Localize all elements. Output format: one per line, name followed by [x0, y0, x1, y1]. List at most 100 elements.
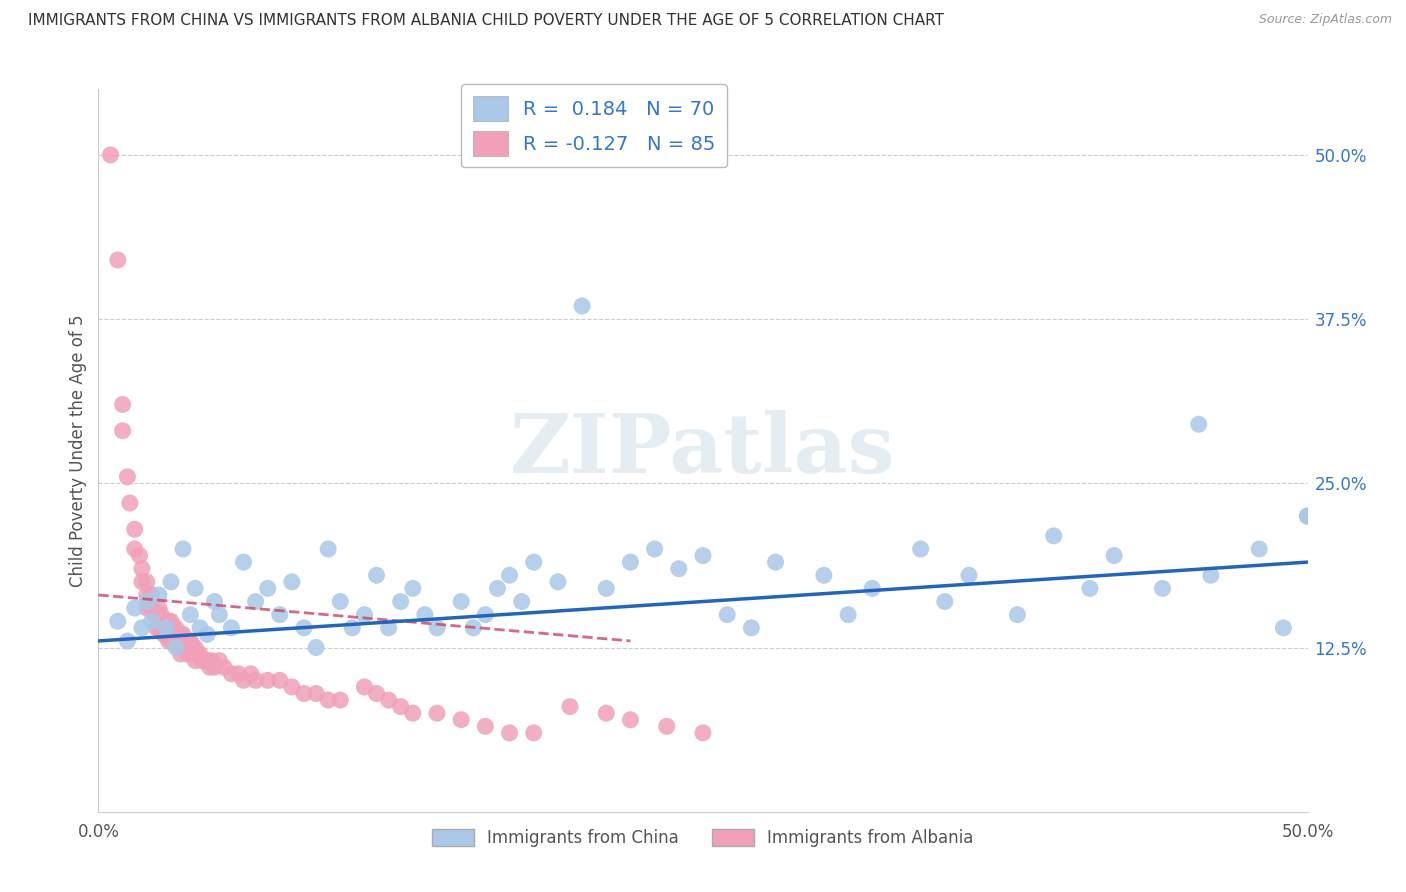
Point: [191, 654, 214, 668]
Point: [934, 594, 956, 608]
Point: [135, 601, 157, 615]
Point: [208, 607, 231, 622]
Point: [212, 660, 235, 674]
Point: [716, 607, 738, 622]
Point: [957, 568, 980, 582]
Point: [1296, 509, 1319, 524]
Point: [162, 621, 184, 635]
Point: [184, 582, 207, 596]
Point: [1188, 417, 1211, 432]
Point: [232, 555, 254, 569]
Point: [117, 634, 139, 648]
Point: [389, 699, 412, 714]
Point: [510, 594, 533, 608]
Point: [167, 640, 190, 655]
Point: [204, 660, 226, 674]
Point: [377, 693, 399, 707]
Point: [172, 640, 194, 655]
Point: [174, 634, 197, 648]
Point: [692, 549, 714, 563]
Point: [316, 541, 339, 556]
Point: [145, 607, 167, 622]
Point: [571, 299, 593, 313]
Point: [619, 555, 641, 569]
Point: [342, 621, 364, 635]
Point: [117, 469, 139, 483]
Point: [426, 706, 449, 721]
Point: [221, 666, 243, 681]
Point: [239, 666, 262, 681]
Point: [813, 568, 835, 582]
Point: [157, 614, 180, 628]
Point: [353, 680, 375, 694]
Point: [228, 666, 250, 681]
Point: [1042, 529, 1064, 543]
Point: [1296, 509, 1319, 524]
Point: [269, 673, 291, 688]
Point: [486, 582, 509, 596]
Point: [366, 568, 388, 582]
Point: [245, 673, 267, 688]
Point: [498, 726, 520, 740]
Point: [194, 654, 217, 668]
Point: [143, 607, 166, 622]
Point: [1007, 607, 1029, 622]
Point: [152, 627, 174, 641]
Point: [232, 673, 254, 688]
Text: IMMIGRANTS FROM CHINA VS IMMIGRANTS FROM ALBANIA CHILD POVERTY UNDER THE AGE OF : IMMIGRANTS FROM CHINA VS IMMIGRANTS FROM…: [28, 13, 943, 29]
Point: [463, 621, 485, 635]
Point: [172, 541, 194, 556]
Point: [179, 607, 201, 622]
Point: [150, 607, 173, 622]
Legend: Immigrants from China, Immigrants from Albania: Immigrants from China, Immigrants from A…: [426, 822, 980, 854]
Point: [135, 588, 157, 602]
Point: [167, 627, 190, 641]
Point: [655, 719, 678, 733]
Point: [474, 719, 496, 733]
Point: [131, 562, 153, 576]
Point: [1078, 582, 1101, 596]
Point: [141, 588, 163, 602]
Point: [269, 607, 291, 622]
Point: [195, 627, 218, 641]
Point: [426, 621, 449, 635]
Point: [160, 614, 183, 628]
Point: [169, 647, 191, 661]
Point: [353, 607, 375, 622]
Point: [100, 148, 122, 162]
Point: [413, 607, 436, 622]
Point: [141, 601, 163, 615]
Point: [179, 634, 201, 648]
Point: [1199, 568, 1222, 582]
Point: [281, 574, 304, 589]
Point: [124, 522, 146, 536]
Point: [329, 594, 352, 608]
Point: [402, 706, 425, 721]
Point: [523, 726, 546, 740]
Point: [377, 621, 399, 635]
Point: [1152, 582, 1174, 596]
Point: [221, 621, 243, 635]
Point: [135, 594, 157, 608]
Point: [389, 594, 412, 608]
Point: [305, 640, 328, 655]
Point: [498, 568, 520, 582]
Point: [148, 601, 170, 615]
Point: [145, 621, 167, 635]
Point: [184, 654, 207, 668]
Point: [208, 654, 231, 668]
Point: [256, 582, 278, 596]
Point: [107, 252, 129, 267]
Point: [450, 594, 472, 608]
Point: [305, 686, 328, 700]
Point: [256, 673, 278, 688]
Point: [169, 627, 191, 641]
Point: [152, 614, 174, 628]
Point: [111, 424, 134, 438]
Point: [1249, 541, 1271, 556]
Point: [558, 699, 581, 714]
Point: [910, 541, 932, 556]
Point: [198, 660, 221, 674]
Point: [155, 621, 177, 635]
Point: [860, 582, 883, 596]
